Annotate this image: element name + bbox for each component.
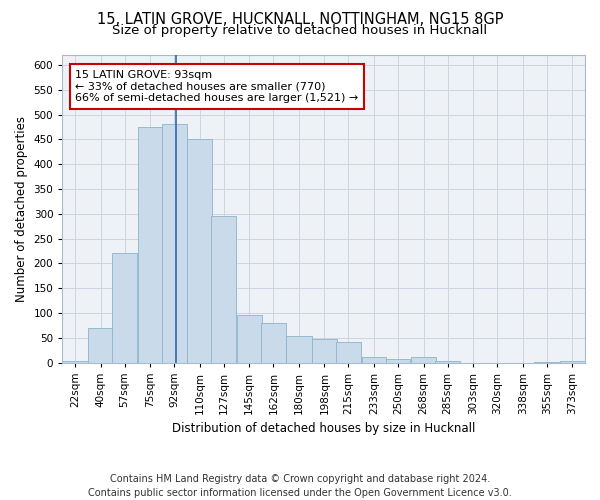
Bar (237, 316, 262, 362)
Bar (261, 323, 286, 362)
Bar (312, 339, 337, 362)
Text: 15 LATIN GROVE: 93sqm
← 33% of detached houses are smaller (770)
66% of semi-det: 15 LATIN GROVE: 93sqm ← 33% of detached … (75, 70, 358, 103)
Bar (187, 140, 212, 362)
Bar (62, 360, 88, 362)
Bar (138, 127, 163, 362)
Bar (211, 216, 236, 362)
Text: 15, LATIN GROVE, HUCKNALL, NOTTINGHAM, NG15 8GP: 15, LATIN GROVE, HUCKNALL, NOTTINGHAM, N… (97, 12, 503, 28)
Bar (411, 357, 436, 362)
Text: Contains HM Land Registry data © Crown copyright and database right 2024.
Contai: Contains HM Land Registry data © Crown c… (88, 474, 512, 498)
Bar (162, 124, 187, 362)
Bar (112, 254, 137, 362)
Bar (88, 328, 113, 362)
X-axis label: Distribution of detached houses by size in Hucknall: Distribution of detached houses by size … (172, 422, 475, 435)
Bar (435, 361, 460, 362)
Bar (362, 356, 386, 362)
Y-axis label: Number of detached properties: Number of detached properties (15, 116, 28, 302)
Bar (560, 361, 585, 362)
Bar (386, 358, 410, 362)
Text: Size of property relative to detached houses in Hucknall: Size of property relative to detached ho… (112, 24, 488, 37)
Bar (286, 336, 311, 362)
Bar (336, 342, 361, 362)
